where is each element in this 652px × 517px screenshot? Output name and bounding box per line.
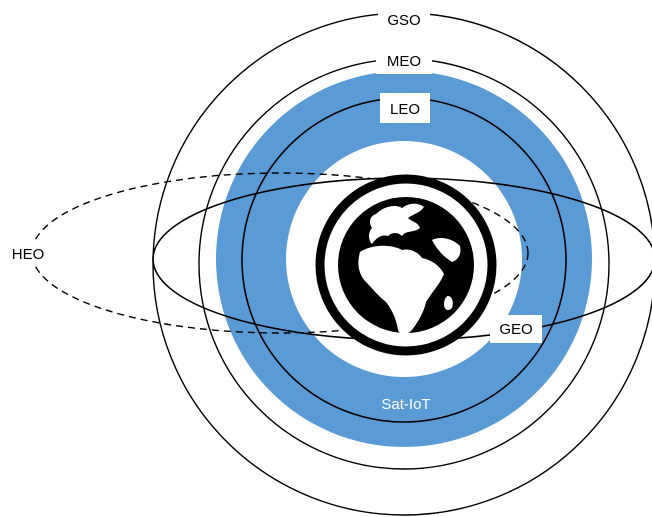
svg-text:MEO: MEO xyxy=(387,53,421,70)
svg-text:HEO: HEO xyxy=(12,246,45,263)
svg-text:GSO: GSO xyxy=(387,12,420,29)
gso-label: GSO xyxy=(378,6,430,32)
earth-globe-icon xyxy=(315,174,497,356)
heo-orbit xyxy=(31,172,529,334)
svg-text:GEO: GEO xyxy=(499,321,532,338)
geo-label: GEO xyxy=(490,315,542,343)
svg-text:LEO: LEO xyxy=(390,101,420,118)
leo-label: LEO xyxy=(380,93,430,123)
meo-label: MEO xyxy=(376,48,432,74)
sat-iot-label: Sat-IoT xyxy=(381,396,430,413)
heo-label: HEO xyxy=(6,240,50,266)
